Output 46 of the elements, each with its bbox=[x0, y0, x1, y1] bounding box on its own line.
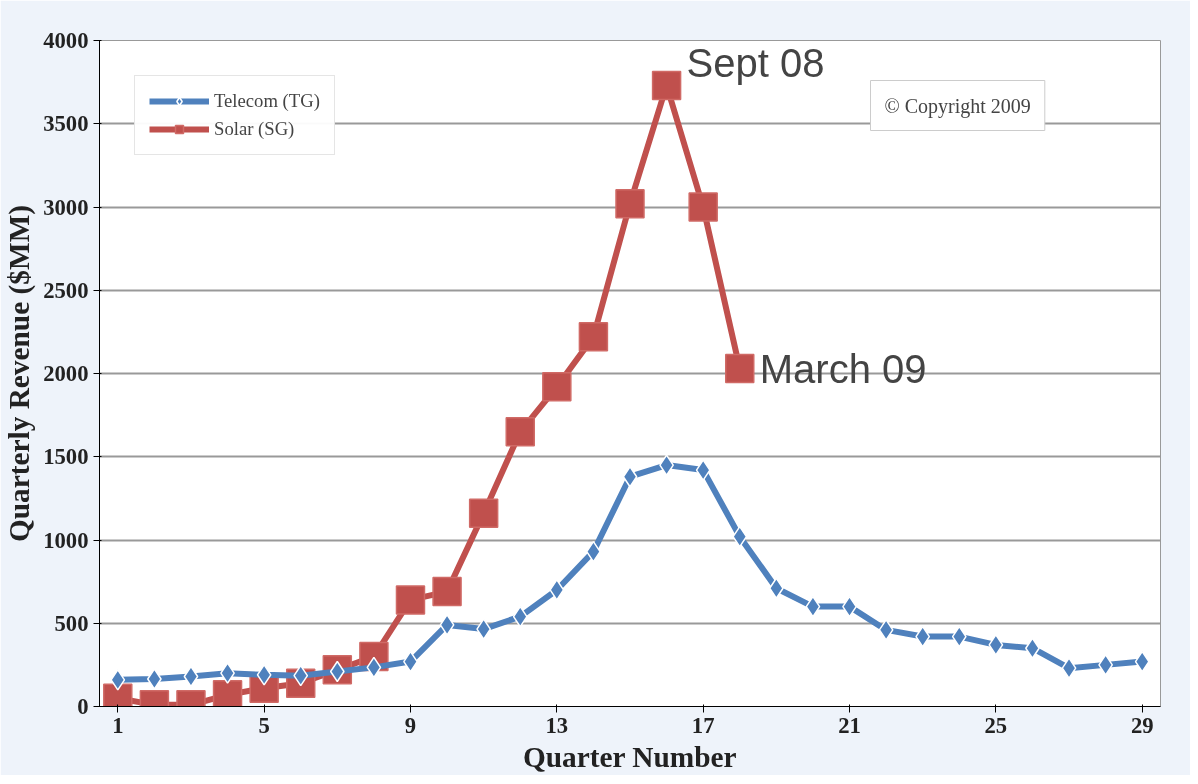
legend-label: Solar (SG) bbox=[214, 118, 295, 140]
point bbox=[615, 188, 645, 219]
point bbox=[878, 619, 894, 641]
y-tick-label: 0 bbox=[77, 694, 89, 719]
annotation: Sept 08 bbox=[686, 41, 825, 86]
point bbox=[578, 322, 609, 352]
y-tick-label: 2500 bbox=[43, 277, 89, 303]
y-tick-label: 2000 bbox=[43, 361, 89, 386]
y-tick-label: 3500 bbox=[43, 111, 89, 137]
y-axis-title: Quarterly Revenue ($MM) bbox=[3, 204, 37, 543]
point bbox=[725, 353, 755, 384]
y-tick-label: 3000 bbox=[43, 194, 89, 220]
x-tick-label: 29 bbox=[1130, 712, 1154, 738]
point bbox=[432, 576, 462, 607]
point bbox=[468, 498, 499, 529]
x-tick-label: 21 bbox=[838, 712, 861, 738]
y-tick-label: 500 bbox=[54, 610, 89, 636]
point bbox=[1061, 657, 1077, 679]
annotation: March 09 bbox=[759, 346, 927, 391]
point bbox=[395, 585, 426, 615]
annotation: © Copyright 2009 bbox=[884, 94, 1031, 118]
x-tick-label: 9 bbox=[404, 712, 417, 738]
point bbox=[1098, 654, 1114, 676]
x-tick-label: 17 bbox=[691, 712, 715, 738]
legend-label: Telecom (TG) bbox=[214, 90, 320, 112]
x-axis-title: Quarter Number bbox=[522, 740, 737, 773]
point bbox=[651, 70, 682, 101]
point bbox=[110, 669, 126, 691]
point bbox=[212, 680, 243, 707]
x-tick-label: 5 bbox=[258, 712, 270, 738]
point bbox=[476, 618, 492, 640]
point bbox=[505, 417, 535, 447]
point bbox=[542, 372, 572, 402]
point bbox=[988, 634, 1004, 656]
x-tick-label: 1 bbox=[112, 712, 124, 738]
point bbox=[256, 664, 272, 686]
point bbox=[549, 579, 565, 601]
x-tick-label: 13 bbox=[545, 712, 569, 738]
y-tick-label: 4000 bbox=[43, 28, 89, 53]
point bbox=[688, 192, 718, 222]
y-tick-label: 1500 bbox=[43, 444, 89, 470]
point bbox=[146, 668, 162, 690]
point bbox=[695, 459, 711, 481]
y-tick-label: 1000 bbox=[43, 527, 89, 553]
point bbox=[439, 614, 455, 636]
x-tick-label: 25 bbox=[984, 712, 1008, 738]
